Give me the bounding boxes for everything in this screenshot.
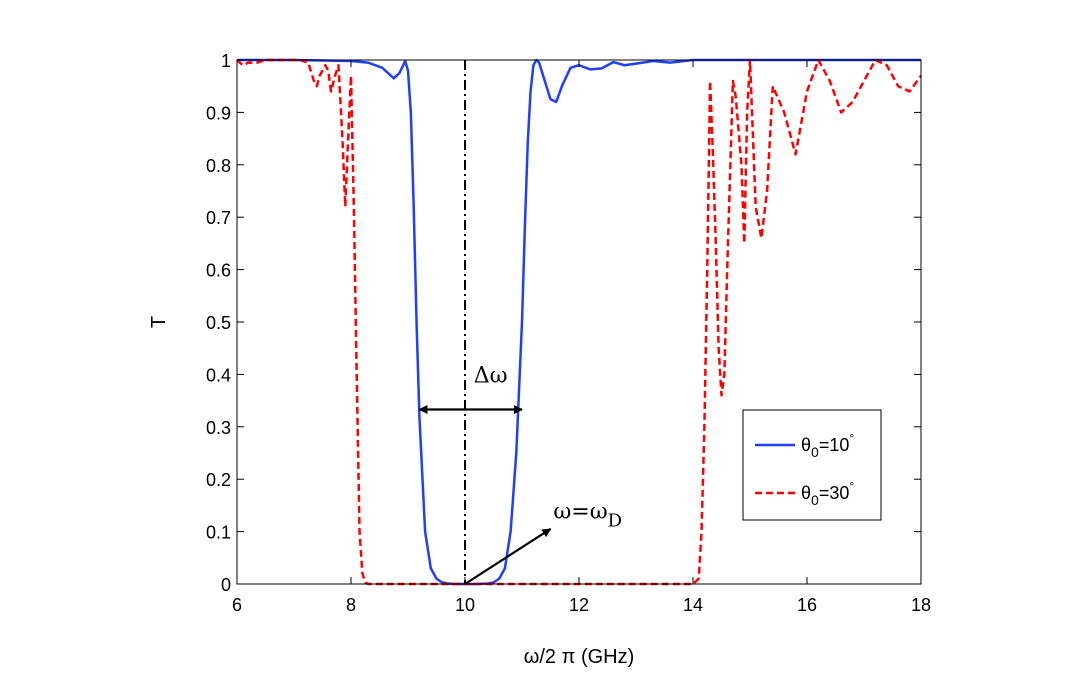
y-tick-label: 0.4 (206, 365, 231, 385)
x-tick-label: 18 (911, 595, 931, 615)
omega-d-label-sub: D (608, 511, 622, 532)
series-line-0 (237, 58, 921, 586)
legend-theta-10-sup: ° (849, 431, 854, 445)
y-tick-label: 0.2 (206, 470, 231, 490)
omega-d-arrow (464, 528, 552, 585)
series-line-1 (236, 58, 923, 586)
y-tick-label: 0.5 (206, 313, 231, 333)
y-tick-label: 0.1 (206, 523, 231, 543)
x-tick-label: 14 (683, 595, 703, 615)
annotation-layer: Δω ω=ωD (418, 363, 622, 585)
series-layer (236, 58, 923, 586)
legend-theta-10-rest: =10 (819, 435, 850, 455)
x-tick-label: 6 (232, 595, 242, 615)
omega-d-label: ω=ωD (553, 500, 622, 532)
y-tick-label: 0.7 (206, 208, 231, 228)
y-tick-label: 0.9 (206, 103, 231, 123)
y-tick-label: 1 (221, 51, 231, 71)
y-tick-label: 0.8 (206, 156, 231, 176)
legend: θ0=10° θ0=30° (742, 409, 882, 521)
legend-label-theta-30: θ0=30° (801, 479, 854, 508)
legend-theta-10-base: θ (801, 435, 811, 455)
x-tick-label: 8 (346, 595, 356, 615)
y-tick-label: 0 (221, 575, 231, 595)
omega-d-label-base: ω=ω (553, 500, 607, 525)
x-tick-label: 16 (797, 595, 817, 615)
y-axis: 0 0.1 0.2 0.3 0.4 0.5 0.6 0.7 0.8 0.9 1 (206, 51, 921, 595)
delta-omega-label: Δω (474, 363, 508, 388)
legend-theta-30-sub: 0 (811, 492, 819, 508)
x-tick-label: 10 (455, 595, 475, 615)
x-tick-label: 12 (569, 595, 589, 615)
x-axis-label: ω/2 π (GHz) (524, 646, 635, 668)
legend-theta-30-base: θ (801, 483, 811, 503)
legend-theta-30-sup: ° (849, 479, 854, 493)
legend-label-theta-10: θ0=10° (801, 431, 854, 460)
x-axis: 6 8 10 12 14 16 18 (232, 60, 931, 615)
y-tick-label: 0.3 (206, 418, 231, 438)
legend-box (742, 409, 882, 521)
legend-theta-10-sub: 0 (811, 444, 819, 460)
y-tick-label: 0.6 (206, 261, 231, 281)
legend-theta-30-rest: =30 (819, 483, 850, 503)
y-axis-label: T (148, 316, 170, 328)
